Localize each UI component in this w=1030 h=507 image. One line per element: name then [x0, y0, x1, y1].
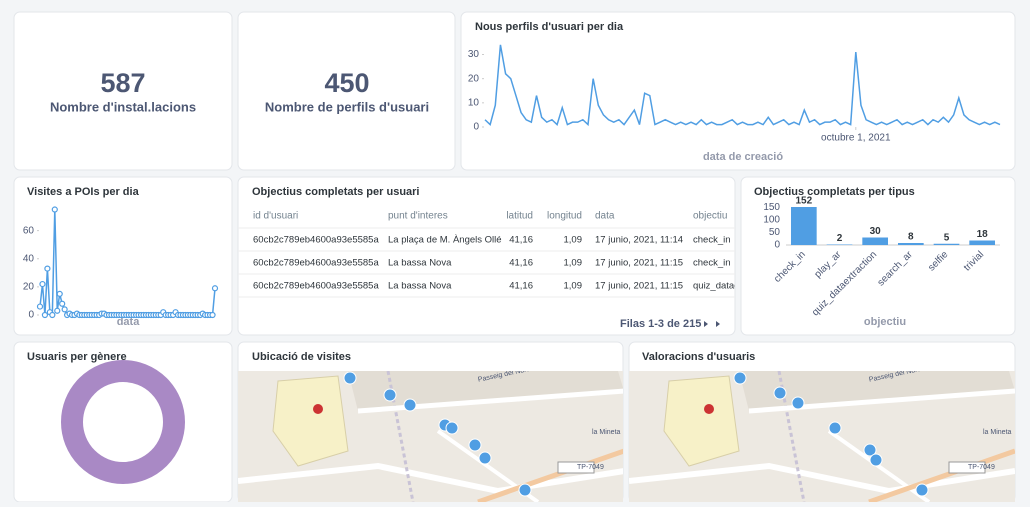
bar: [790, 207, 817, 245]
cell: 41,16: [509, 281, 533, 292]
donut-ring: [61, 360, 185, 484]
axis-title: data: [117, 316, 141, 328]
card-title: Objectius completats per usuari: [252, 186, 420, 198]
stat-label: Nombre d'instal.lacions: [50, 99, 196, 114]
card: [237, 176, 736, 336]
y-tick-label: 0: [28, 310, 34, 321]
stat-value: 587: [100, 68, 145, 98]
cell: La bassa Nova: [388, 258, 452, 269]
map-label: TP-7049: [968, 464, 995, 471]
value-label: 18: [977, 229, 989, 240]
point: [41, 311, 49, 319]
value-label: 8: [908, 232, 914, 243]
cell: 41,16: [509, 258, 533, 269]
point: [51, 206, 58, 213]
point: [39, 280, 46, 288]
stat-value: 450: [324, 68, 369, 98]
x-tick-label: octubre 1, 2021: [821, 133, 891, 144]
card: [460, 11, 1016, 171]
column-header: objectiu: [693, 211, 727, 222]
y-tick-label: 20: [468, 73, 480, 84]
value-label: 5: [944, 232, 950, 243]
y-tick-label: 150: [763, 202, 780, 213]
bar: [969, 240, 996, 245]
card: [13, 176, 233, 336]
pagination: Filas 1-3 de 215: [620, 318, 701, 330]
y-tick-label: 50: [769, 227, 781, 238]
card-title: Objectius completats per tipus: [754, 186, 915, 198]
map[interactable]: Passeig del Nord TP-7049 la Mineta: [629, 366, 1015, 502]
bar: [862, 237, 889, 245]
cell: check_in: [693, 235, 731, 246]
table: id d'usuari punt d'interes latitud longitud…: [238, 211, 775, 298]
point: [56, 290, 63, 298]
cell: check_in: [693, 258, 731, 269]
pager-arrows[interactable]: [704, 321, 720, 327]
value-label: 2: [837, 233, 843, 244]
y-tick-label: 10: [468, 97, 480, 108]
cell: 1,09: [564, 235, 583, 246]
cell: 17 junio, 2021, 11:15: [595, 281, 683, 292]
column-header: id d'usuari: [253, 211, 298, 222]
column-header: data: [595, 211, 615, 222]
map-label: TP-7049: [577, 464, 604, 471]
y-tick-label: 60: [23, 225, 35, 236]
y-tick-label: 40: [23, 253, 35, 264]
axis-title: objectiu: [864, 316, 906, 328]
value-label: 152: [795, 196, 812, 207]
card: [13, 11, 233, 171]
column-header: punt d'interes: [388, 211, 448, 222]
column-header: longitud: [547, 211, 582, 222]
column-header: latitud: [506, 211, 533, 222]
line: [484, 44, 1001, 127]
axis-title: data de creació: [703, 151, 783, 163]
point: [54, 307, 61, 314]
cell: 17 junio, 2021, 11:15: [595, 258, 683, 269]
card-title: Usuaris per gènere: [27, 351, 127, 363]
card-title: Nous perfils d'usuari per dia: [475, 21, 624, 33]
y-tick-label: 0: [473, 122, 479, 133]
point: [59, 300, 66, 307]
cell: 60cb2c789eb4600a93e5585a: [253, 258, 379, 269]
bar: [826, 244, 853, 245]
map-label: la Mineta: [983, 429, 1012, 436]
cell: 41,16: [509, 235, 533, 246]
y-tick-label: 30: [468, 49, 480, 60]
point: [211, 285, 219, 292]
stat-label: Nombre de perfils d'usuari: [265, 99, 429, 114]
cell: 1,09: [564, 281, 583, 292]
point: [61, 306, 68, 313]
point: [49, 311, 56, 319]
cell: La bassa Nova: [388, 281, 452, 292]
cell: 60cb2c789eb4600a93e5585a: [253, 281, 379, 292]
card: [237, 11, 456, 171]
point: [36, 303, 44, 310]
map[interactable]: Passeig del Nord TP-7049 la Mineta: [238, 366, 624, 502]
card-title: Visites a POIs per dia: [27, 186, 140, 198]
map-label: la Mineta: [592, 429, 621, 436]
cell: 60cb2c789eb4600a93e5585a: [253, 235, 379, 246]
cell: 17 junio, 2021, 11:14: [595, 235, 683, 246]
cell: 1,09: [564, 258, 583, 269]
card-title: Valoracions d'usuaris: [642, 351, 755, 363]
point: [44, 265, 51, 272]
point: [209, 311, 216, 319]
bar: [933, 243, 960, 245]
cell: La plaça de M. Àngels Ollé: [388, 235, 502, 246]
y-tick-label: 20: [23, 282, 35, 293]
y-tick-label: 100: [763, 215, 780, 226]
value-label: 30: [870, 226, 882, 237]
cell: quiz_dataextraction: [693, 281, 775, 292]
card-title: Ubicació de visites: [252, 351, 351, 363]
y-tick-label: 0: [774, 240, 780, 251]
bar: [897, 243, 924, 245]
